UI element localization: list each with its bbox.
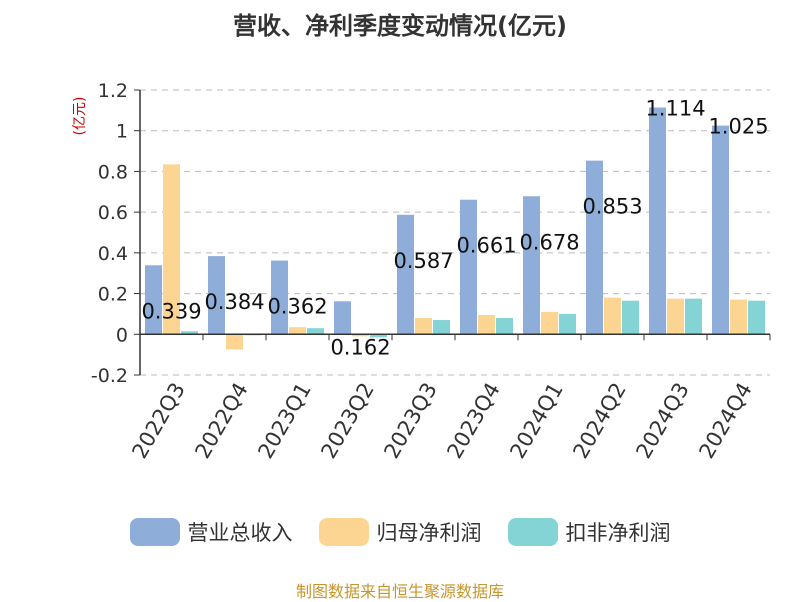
data-label-revenue: 0.587: [393, 249, 453, 273]
bar-revenue: [649, 107, 666, 335]
bar-deducted-profit: [496, 318, 513, 335]
bar-deducted-profit: [181, 331, 198, 335]
legend-swatch-net-profit: [318, 518, 369, 546]
data-label-revenue: 1.025: [708, 115, 768, 139]
bar-net-profit: [541, 311, 558, 335]
y-tick-label: 0.2: [98, 284, 128, 306]
chart-title: 营收、净利季度变动情况(亿元): [233, 12, 567, 40]
y-tick-label: 0.4: [98, 243, 128, 265]
y-tick-label: 0.8: [98, 161, 128, 183]
bar-deducted-profit: [559, 313, 576, 335]
x-tick-label: 2024Q3: [631, 379, 693, 463]
bar-revenue: [271, 260, 288, 335]
data-label-revenue: 0.678: [519, 230, 579, 254]
bar-net-profit: [289, 327, 306, 335]
bar-net-profit: [478, 314, 495, 335]
bar-deducted-profit: [370, 334, 387, 338]
chart: 营收、净利季度变动情况(亿元) (亿元) -0.2 0 0.2 0.4 0.6 0.8 1 1…: [72, 12, 771, 463]
bar-revenue: [460, 199, 477, 335]
bar-net-profit: [163, 164, 180, 335]
data-label-revenue: 1.114: [645, 97, 705, 121]
x-tick-label: 2024Q2: [568, 379, 630, 463]
bar-net-profit: [352, 334, 369, 337]
bar-deducted-profit: [748, 300, 765, 335]
bar-deducted-profit: [433, 320, 450, 335]
bar-net-profit: [226, 334, 243, 350]
bar-net-profit: [415, 318, 432, 335]
data-label-revenue: 0.339: [141, 299, 201, 323]
y-tick-label: 0.6: [98, 202, 128, 224]
x-tick-label: 2023Q1: [253, 379, 315, 463]
data-label-revenue: 0.853: [582, 195, 642, 219]
bar-revenue: [397, 214, 414, 335]
bar-revenue: [586, 160, 603, 335]
legend-item-net-profit[interactable]: 归母净利润: [318, 517, 482, 547]
x-tick-label: 2024Q1: [505, 379, 567, 463]
x-tick-label: 2023Q2: [316, 379, 378, 463]
legend-item-deducted-profit[interactable]: 扣非净利润: [507, 517, 671, 547]
unit-label: (亿元): [72, 97, 88, 136]
bar-net-profit: [604, 297, 621, 335]
data-label-revenue: 0.384: [204, 290, 264, 314]
x-tick-label: 2024Q4: [694, 379, 756, 463]
legend-item-revenue[interactable]: 营业总收入: [129, 517, 293, 547]
bars: [145, 107, 765, 350]
legend-label-net-profit: 归母净利润: [376, 521, 482, 545]
y-tick-label: -0.2: [91, 365, 128, 387]
x-tick-label: 2022Q3: [127, 379, 189, 463]
x-tick-label: 2022Q4: [190, 379, 252, 463]
y-tick-label: 1: [116, 121, 128, 143]
bar-revenue: [145, 265, 162, 335]
bar-revenue: [208, 256, 225, 335]
legend: 营业总收入 归母净利润 扣非净利润: [0, 517, 800, 547]
legend-label-deducted-profit: 扣非净利润: [565, 521, 671, 545]
x-tick-label: 2023Q4: [442, 379, 504, 463]
grid: [140, 89, 770, 376]
legend-swatch-deducted-profit: [507, 518, 558, 546]
y-tick-label: 1.2: [98, 80, 128, 102]
y-tick-label: 0: [116, 324, 128, 346]
bar-net-profit: [730, 299, 747, 335]
data-label-revenue: 0.661: [456, 234, 516, 258]
bar-revenue: [523, 196, 540, 335]
source-note: 制图数据来自恒生聚源数据库: [295, 582, 504, 601]
legend-swatch-revenue: [129, 518, 180, 546]
x-tick-label: 2023Q3: [379, 379, 441, 463]
data-label-revenue: 0.362: [267, 295, 327, 319]
bar-revenue: [712, 125, 729, 335]
bar-deducted-profit: [685, 298, 702, 335]
bar-deducted-profit: [622, 300, 639, 335]
legend-label-revenue: 营业总收入: [187, 521, 293, 545]
bar-deducted-profit: [307, 328, 324, 335]
bar-revenue: [334, 301, 351, 335]
bar-net-profit: [667, 298, 684, 335]
data-label-revenue: 0.162: [330, 335, 390, 359]
